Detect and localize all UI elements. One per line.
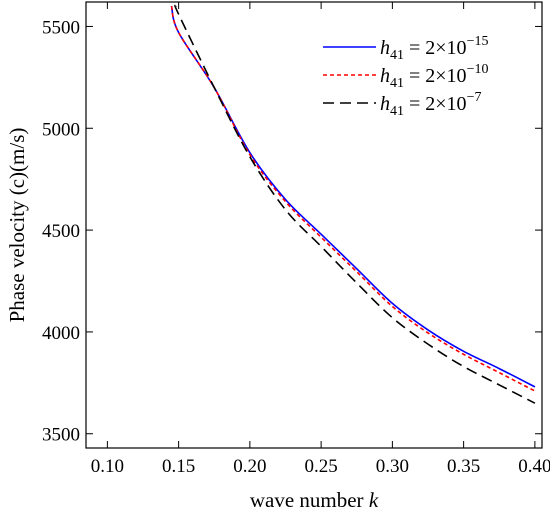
x-tick-label: 0.25 (305, 456, 338, 477)
series-lines (170, 4, 536, 404)
x-axis-ticks: 0.10 0.15 0.20 0.25 0.30 0.35 0.40 (91, 2, 550, 477)
y-tick-label: 5500 (42, 17, 80, 38)
y-tick-label: 4500 (42, 221, 80, 242)
legend-label-1: h41 = 2×10−15 (380, 34, 488, 63)
y-tick-label: 5000 (42, 119, 80, 140)
series-line-3 (174, 4, 536, 404)
x-tick-label: 0.10 (91, 456, 124, 477)
plot-frame (85, 1, 543, 449)
series-line-2 (170, 5, 536, 392)
x-tick-label: 0.30 (376, 456, 409, 477)
legend-label-2: h41 = 2×10−10 (380, 62, 488, 91)
x-tick-label: 0.40 (518, 456, 550, 477)
legend-label-3: h41 = 2×10−7 (380, 90, 481, 119)
y-tick-label: 3500 (42, 425, 80, 446)
x-axis-title: wave number k (250, 488, 379, 512)
y-axis-ticks: 3500 4000 4500 5000 5500 (42, 17, 542, 446)
series-line-1 (170, 5, 536, 388)
y-tick-label: 4000 (42, 323, 80, 344)
y-axis-title: Phase velocity (c)(m/s) (5, 128, 29, 323)
x-tick-label: 0.20 (233, 456, 266, 477)
x-tick-label: 0.35 (447, 456, 480, 477)
x-tick-label: 0.15 (162, 456, 195, 477)
